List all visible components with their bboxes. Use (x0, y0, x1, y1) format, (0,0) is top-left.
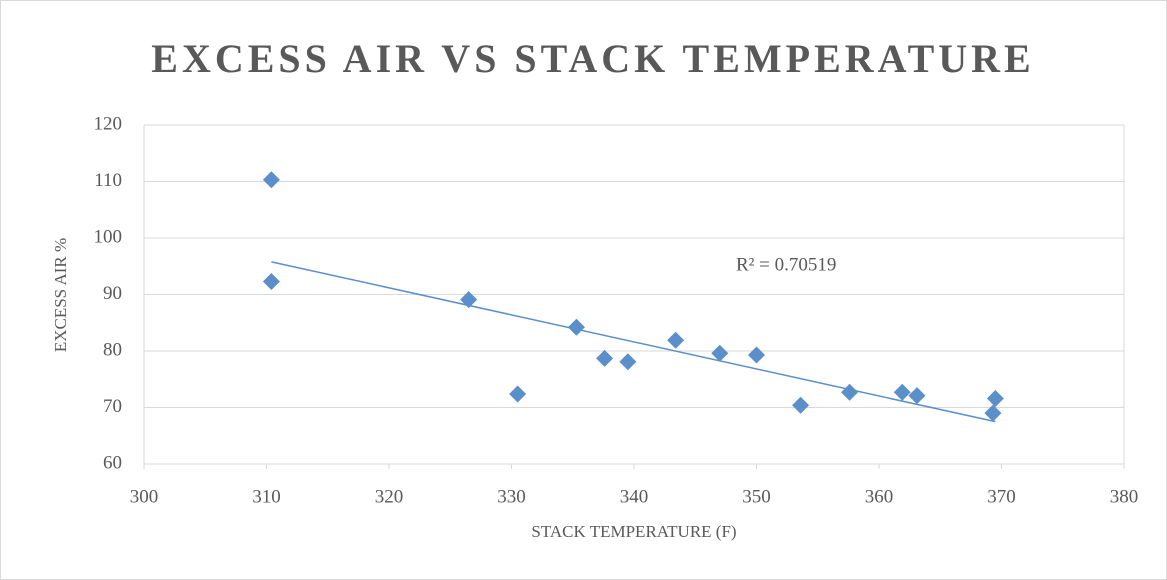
x-tick-label: 370 (987, 486, 1016, 507)
point (460, 291, 478, 309)
chart-title: EXCESS AIR VS STACK TEMPERATURE (151, 36, 1034, 81)
x-tick-label: 340 (620, 486, 649, 507)
point (619, 353, 637, 371)
point (893, 383, 911, 401)
point (792, 396, 810, 414)
annotation: R² = 0.70519 (736, 254, 836, 275)
y-tick-label: 110 (94, 170, 122, 191)
point (509, 385, 527, 403)
point (262, 171, 280, 189)
point (262, 273, 280, 291)
y-tick-label: 120 (94, 113, 123, 134)
point (908, 387, 926, 405)
y-tick-label: 90 (103, 283, 122, 304)
y-tick-label: 80 (103, 339, 122, 360)
y-tick-label: 60 (103, 452, 122, 473)
point (667, 331, 685, 349)
point (986, 389, 1004, 407)
x-tick-label: 330 (497, 486, 526, 507)
point (711, 344, 729, 362)
point (984, 404, 1002, 422)
point (748, 346, 765, 364)
y-tick-label: 100 (94, 226, 123, 247)
y-axis-label: EXCESS AIR % (51, 238, 70, 352)
x-tick-label: 310 (252, 486, 281, 507)
point (567, 318, 585, 336)
trendline (271, 261, 996, 423)
x-axis-label: STACK TEMPERATURE (F) (531, 522, 736, 541)
point (596, 349, 614, 367)
x-tick-label: 380 (1110, 486, 1139, 507)
x-tick-label: 300 (130, 486, 159, 507)
point (841, 383, 859, 401)
x-tick-label: 320 (375, 486, 404, 507)
y-tick-label: 70 (103, 396, 122, 417)
x-tick-label: 360 (865, 486, 894, 507)
x-tick-label: 350 (742, 486, 771, 507)
